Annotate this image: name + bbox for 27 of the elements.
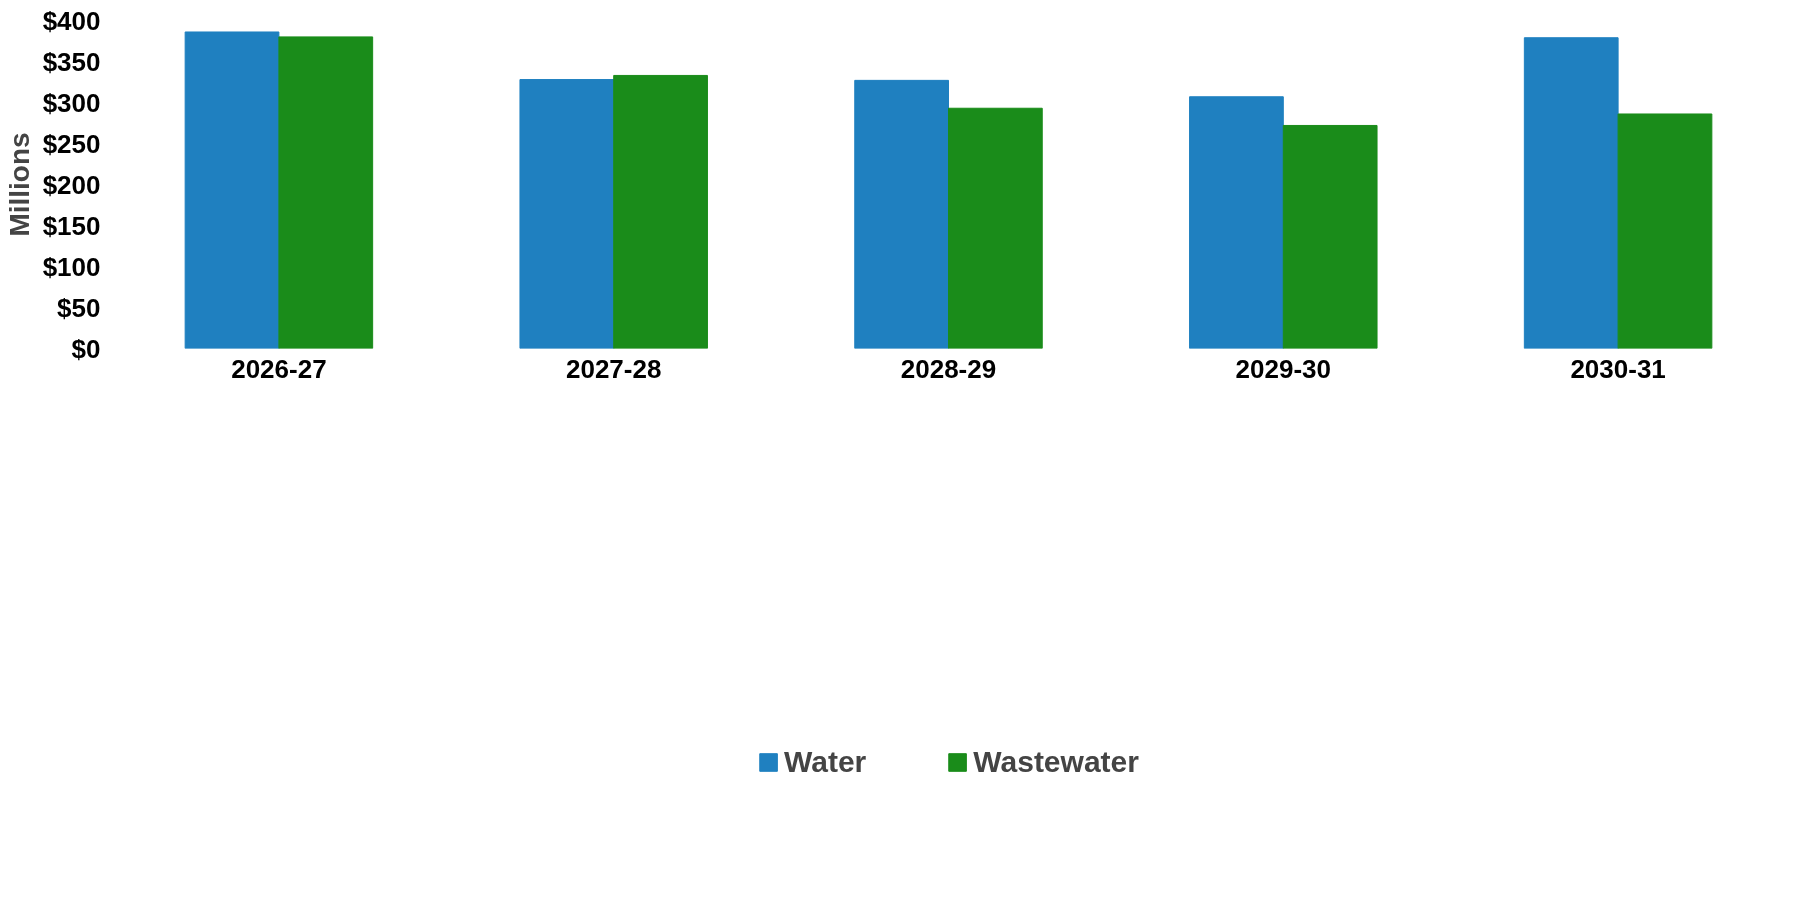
bar xyxy=(613,74,708,349)
bar xyxy=(1189,96,1284,349)
bar xyxy=(519,79,615,349)
y-tick-label: $50 xyxy=(57,292,101,323)
y-tick-label: $0 xyxy=(71,333,101,364)
bar xyxy=(1282,124,1378,349)
y-tick-label: $250 xyxy=(42,128,101,159)
legend-label: Water xyxy=(784,744,867,779)
x-tick-label: 2026-27 xyxy=(231,353,327,384)
bar xyxy=(278,36,374,349)
bar xyxy=(184,31,280,349)
bar xyxy=(1617,113,1713,349)
x-tick-label: 2028-29 xyxy=(900,353,997,384)
y-tick-label: $200 xyxy=(42,169,101,200)
bar xyxy=(948,107,1043,349)
x-tick-label: 2027-28 xyxy=(565,353,662,384)
y-tick-label: $100 xyxy=(42,251,101,282)
bar xyxy=(854,79,949,349)
bar xyxy=(1523,37,1619,349)
y-axis-title: Millions xyxy=(3,132,35,237)
y-tick-label: $300 xyxy=(42,87,101,118)
legend-label: Wastewater xyxy=(973,744,1139,779)
x-tick-label: 2029-30 xyxy=(1235,353,1332,384)
y-tick-label: $350 xyxy=(42,46,101,77)
x-tick-label: 2030-31 xyxy=(1570,353,1666,384)
y-tick-label: $150 xyxy=(42,210,101,241)
y-tick-label: $400 xyxy=(42,5,101,36)
